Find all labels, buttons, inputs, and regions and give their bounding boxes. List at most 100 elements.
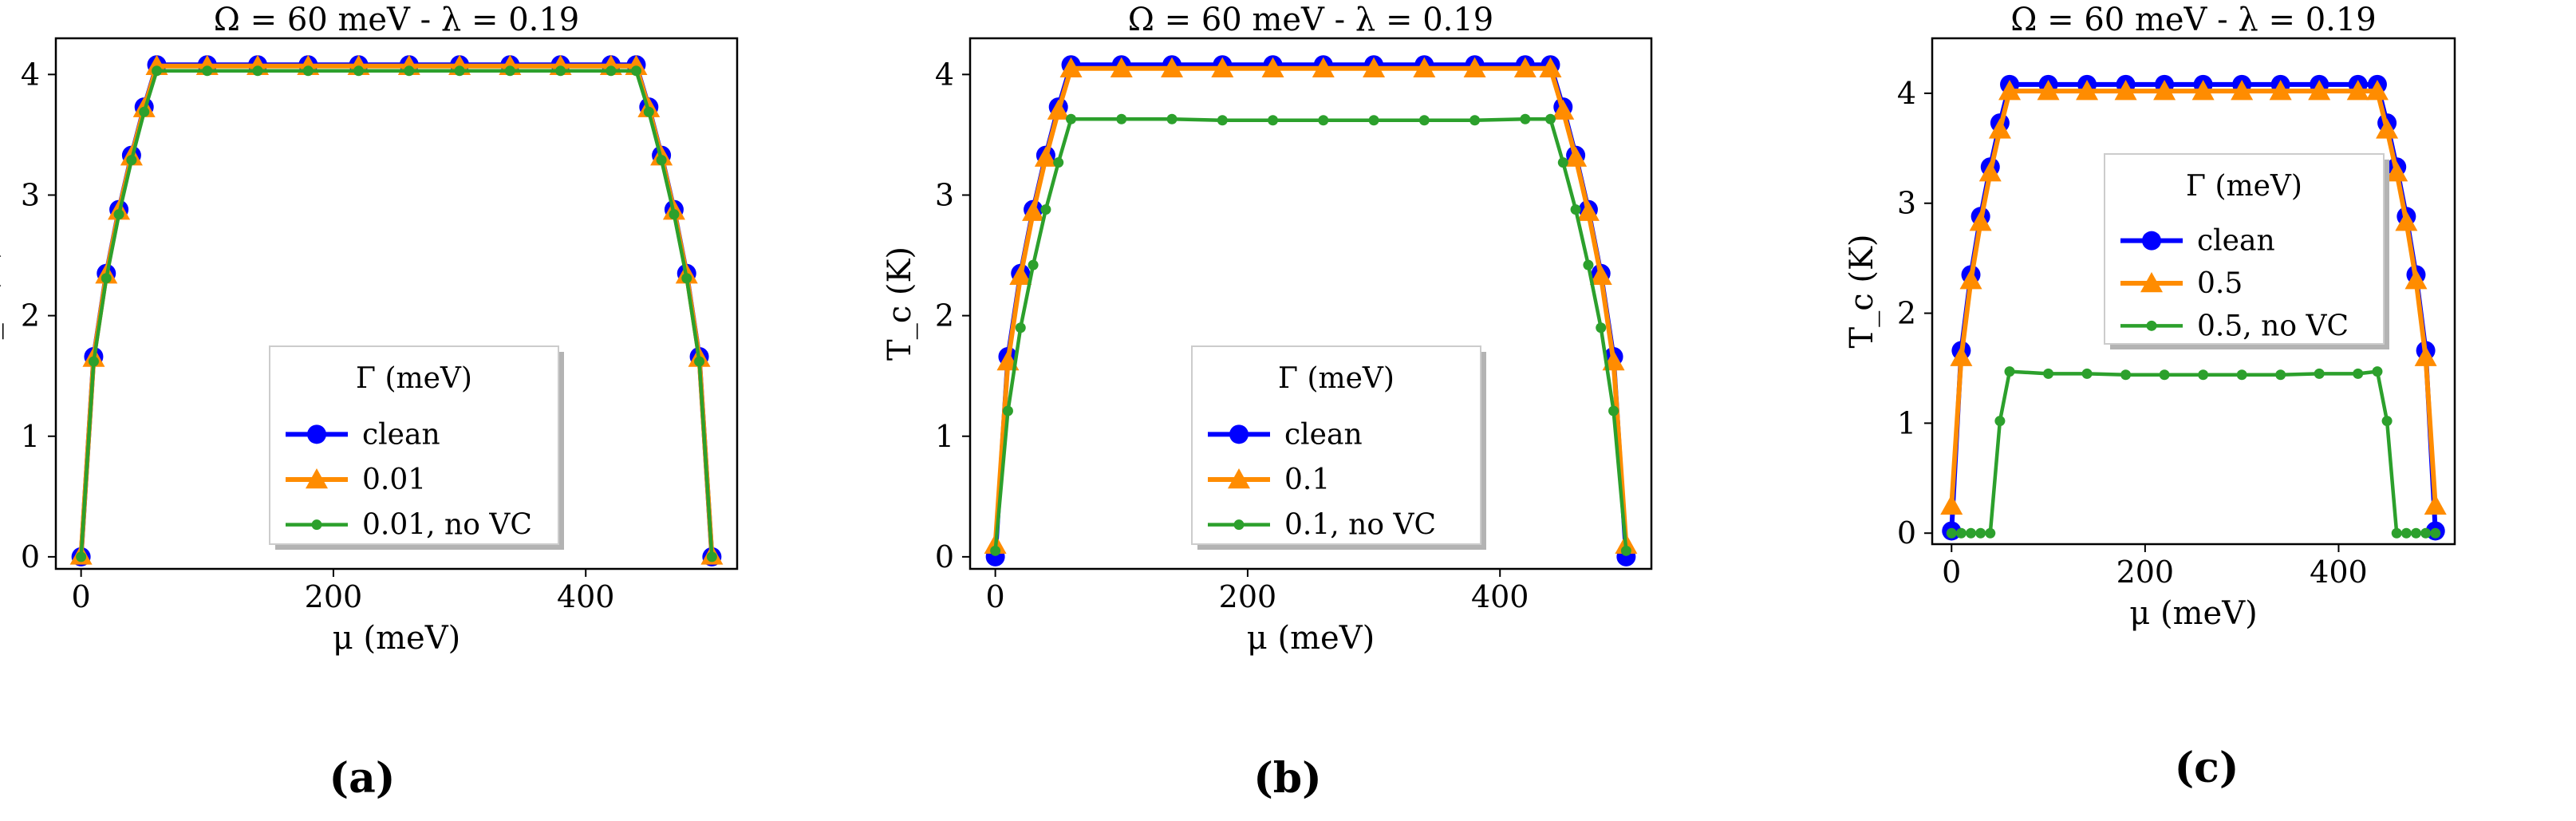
data-point xyxy=(1116,113,1127,124)
data-point xyxy=(2004,366,2015,377)
data-point xyxy=(1969,211,1992,231)
x-axis-label: μ (meV) xyxy=(2129,595,2257,632)
data-point xyxy=(1975,527,1986,539)
y-tick-label: 1 xyxy=(21,419,40,454)
data-point xyxy=(2381,416,2393,427)
series-2 xyxy=(990,113,1631,556)
data-point xyxy=(1589,264,1612,285)
data-point xyxy=(643,106,654,117)
series-2 xyxy=(1946,366,2441,539)
data-point xyxy=(76,551,87,562)
data-point xyxy=(302,65,314,77)
data-point xyxy=(990,545,1001,556)
plot-frame xyxy=(54,37,739,570)
y-tick-label: 0 xyxy=(1897,515,1916,551)
data-point xyxy=(1544,113,1556,124)
data-point xyxy=(1022,200,1045,221)
data-point xyxy=(1570,204,1581,215)
data-point xyxy=(1034,146,1057,167)
data-point xyxy=(1040,204,1051,215)
y-axis-label: T_c (K) xyxy=(1844,235,1880,349)
data-point xyxy=(1368,115,1379,126)
data-point xyxy=(1261,57,1284,77)
data-point xyxy=(1318,115,1329,126)
data-point xyxy=(1583,259,1594,270)
data-point xyxy=(404,65,415,77)
x-tick-label: 400 xyxy=(557,579,615,614)
data-point xyxy=(2037,80,2060,101)
x-tick-label: 0 xyxy=(1942,555,1961,590)
legend-swatch-marker xyxy=(1229,424,1249,444)
y-axis-label: T_c (K) xyxy=(0,247,4,361)
data-point xyxy=(2414,345,2437,366)
panel-label: (b) xyxy=(1253,754,1322,803)
legend: Γ (meV) clean 0.5 0.5, no VC xyxy=(2104,153,2389,349)
data-point xyxy=(101,273,112,284)
data-point xyxy=(1985,527,1996,539)
legend-swatch-marker xyxy=(1228,468,1250,489)
legend-entry-label: clean xyxy=(362,418,440,451)
data-point xyxy=(2269,80,2292,101)
y-tick-label: 2 xyxy=(1897,296,1916,331)
x-tick-label: 200 xyxy=(2116,555,2175,590)
legend-swatch-marker xyxy=(306,468,328,489)
plot-frame xyxy=(968,37,1653,570)
data-point xyxy=(2191,80,2215,101)
legend: Γ (meV) clean 0.1 0.1, no VC xyxy=(1191,345,1486,550)
panel-label: (a) xyxy=(329,754,396,803)
data-point xyxy=(88,356,99,367)
legend-entry-label: 0.01, no VC xyxy=(362,509,532,542)
legend-swatch-marker xyxy=(311,519,322,531)
data-point xyxy=(1066,113,1077,124)
data-point xyxy=(1564,146,1588,167)
data-point xyxy=(606,65,617,77)
series-2 xyxy=(76,65,717,562)
data-point xyxy=(2400,527,2412,539)
data-point xyxy=(1110,57,1133,77)
data-point xyxy=(2159,369,2170,381)
data-point xyxy=(1217,115,1228,126)
series-1 xyxy=(1940,80,2447,515)
data-point xyxy=(1166,113,1178,124)
panel-b: 0 200 400 0 1 2 3 4 Ω = 60 meV - λ = 0.19 μ (meV)… xyxy=(882,2,1653,657)
data-point xyxy=(2365,80,2389,101)
data-point xyxy=(694,356,705,367)
data-point xyxy=(630,65,641,77)
series-line xyxy=(1951,369,2436,535)
data-point xyxy=(1994,416,2006,427)
data-point xyxy=(1998,80,2022,101)
data-point xyxy=(1950,345,1973,366)
legend-entry-label: 0.5 xyxy=(2197,267,2243,300)
data-point xyxy=(2308,80,2331,101)
x-tick-label: 400 xyxy=(2310,555,2368,590)
data-point xyxy=(113,209,124,220)
data-point xyxy=(1539,57,1562,77)
data-point xyxy=(1988,118,2011,139)
data-point xyxy=(2346,80,2369,101)
data-point xyxy=(2081,368,2093,379)
x-tick-label: 200 xyxy=(1219,579,1277,614)
legend-swatch-marker xyxy=(307,424,326,444)
data-point xyxy=(2198,369,2209,381)
y-axis-label: T_c (K) xyxy=(882,247,918,361)
data-point xyxy=(1955,527,1967,539)
data-point xyxy=(1966,527,1977,539)
chart-title: Ω = 60 meV - λ = 0.19 xyxy=(2010,2,2377,38)
legend: Γ (meV) clean 0.01 0.01, no VC xyxy=(269,345,564,550)
data-point xyxy=(1608,405,1619,416)
y-tick-label: 1 xyxy=(935,419,954,454)
x-axis-label: μ (meV) xyxy=(1247,620,1375,657)
legend-entry-label: 0.5, no VC xyxy=(2197,310,2349,342)
data-point xyxy=(1161,57,1184,77)
y-tick-label: 3 xyxy=(935,177,954,212)
y-tick-label: 0 xyxy=(21,539,40,574)
x-axis-label: μ (meV) xyxy=(333,620,460,657)
legend-title: Γ (meV) xyxy=(356,362,472,395)
data-point xyxy=(2420,527,2432,539)
data-point xyxy=(2114,80,2137,101)
data-point xyxy=(1513,57,1537,77)
data-point xyxy=(2391,527,2402,539)
data-point xyxy=(656,155,667,166)
legend-box xyxy=(269,345,559,545)
